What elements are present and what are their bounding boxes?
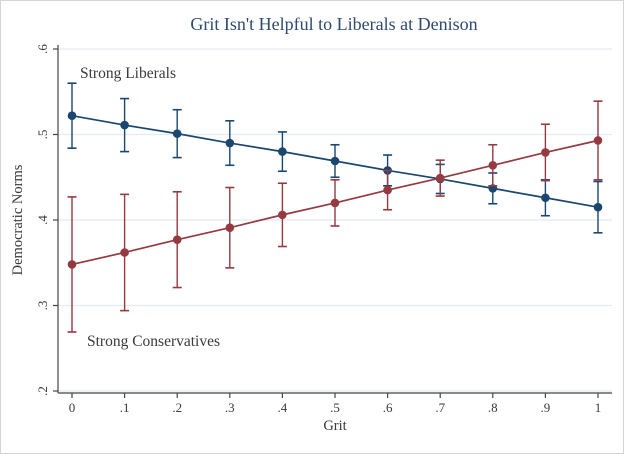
data-series xyxy=(67,82,603,333)
x-tick-label: .9 xyxy=(541,400,551,415)
x-tick-label: .3 xyxy=(225,400,235,415)
data-point-marker xyxy=(435,173,445,183)
chart-title: Grit Isn't Helpful to Liberals at Deniso… xyxy=(190,14,477,34)
x-tick-label: .6 xyxy=(383,400,393,415)
data-point-marker xyxy=(383,185,392,195)
x-tick-label: .8 xyxy=(488,400,498,415)
y-tick-label: .6 xyxy=(35,44,50,54)
data-point-marker xyxy=(67,111,77,120)
annotation-strong-conservatives: Strong Conservatives xyxy=(87,333,220,350)
data-point-marker xyxy=(278,210,287,220)
data-point-marker xyxy=(278,147,287,156)
data-point-marker xyxy=(593,202,603,212)
x-tick-label: .2 xyxy=(172,400,182,415)
y-tick-label: .4 xyxy=(35,215,50,225)
data-point-marker xyxy=(225,223,235,232)
data-point-marker xyxy=(120,120,129,130)
data-point-marker xyxy=(67,260,77,269)
x-axis-title: Grit xyxy=(323,418,346,434)
annotation-strong-liberals: Strong Liberals xyxy=(80,65,176,82)
data-point-marker xyxy=(541,193,550,203)
data-point-marker xyxy=(330,198,340,208)
data-point-marker xyxy=(541,148,550,157)
axes: .2 .3 .4 .5 .6 0 .1 .2 .3 .4 .5 .6 .7 .8 .9 1 xyxy=(35,44,612,415)
y-tick-label: .2 xyxy=(35,386,50,396)
data-point-marker xyxy=(488,160,498,170)
data-point-marker xyxy=(172,235,182,244)
series-strong-conservatives xyxy=(67,100,603,333)
y-axis-title: Democratic Norms xyxy=(10,164,26,275)
x-tick-label: .1 xyxy=(120,400,130,415)
x-tick-label: .7 xyxy=(435,400,445,415)
data-point-marker xyxy=(593,136,603,145)
data-point-marker xyxy=(330,156,340,166)
data-point-marker xyxy=(172,129,182,138)
x-tick-label: .4 xyxy=(278,400,288,415)
data-point-marker xyxy=(225,138,235,148)
data-point-marker xyxy=(120,248,129,257)
x-tick-label: 1 xyxy=(595,400,602,415)
x-tick-label: 0 xyxy=(69,400,76,415)
x-tick-label: .5 xyxy=(330,400,340,415)
y-tick-label: .5 xyxy=(35,130,50,140)
y-tick-label: .3 xyxy=(35,301,50,311)
